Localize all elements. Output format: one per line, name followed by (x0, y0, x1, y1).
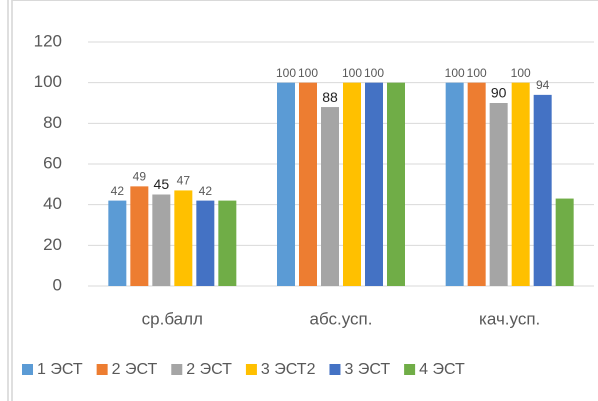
data-label: 100 (298, 66, 318, 80)
data-label: 100 (276, 66, 296, 80)
data-label: 100 (364, 66, 384, 80)
x-tick-label: кач.усп. (479, 309, 540, 328)
bar (365, 82, 383, 287)
bar (218, 200, 237, 286)
data-label: 100 (445, 66, 465, 80)
legend-label: 3 ЭСТ2 (261, 361, 316, 378)
data-label: 42 (199, 184, 213, 198)
bar (130, 186, 149, 286)
data-label: 100 (511, 66, 531, 80)
bar (489, 103, 508, 286)
y-tick-label: 120 (34, 31, 62, 50)
legend-label: 3 ЭСТ (344, 361, 390, 378)
y-tick-label: 20 (43, 235, 62, 254)
data-label: 90 (491, 85, 507, 101)
legend-swatch (22, 364, 33, 375)
bar (343, 82, 361, 287)
data-label: 47 (177, 174, 191, 188)
data-label: 88 (322, 89, 338, 105)
bar (533, 94, 552, 286)
bar (445, 82, 464, 287)
bar (387, 82, 405, 287)
legend-label: 2 ЭСТ (186, 361, 232, 378)
x-tick-label: ср.балл (142, 309, 203, 328)
legend-label: 2 ЭСТ (112, 361, 158, 378)
bar (299, 82, 317, 287)
bar (108, 200, 127, 286)
data-label: 49 (133, 170, 147, 184)
bar (277, 82, 295, 287)
bar (467, 82, 486, 287)
legend-label: 1 ЭСТ (37, 361, 83, 378)
y-tick-label: 80 (43, 113, 62, 132)
x-tick-label: абс.усп. (310, 309, 373, 328)
data-label: 94 (536, 78, 550, 92)
bar (511, 82, 530, 287)
bar (152, 194, 171, 286)
bar (321, 107, 339, 286)
y-tick-label: 40 (43, 194, 62, 213)
data-label: 45 (154, 176, 170, 192)
y-tick-label: 60 (43, 153, 62, 172)
y-tick-label: 100 (34, 72, 62, 91)
bar (555, 198, 574, 286)
data-label: 100 (342, 66, 362, 80)
data-label: 42 (111, 184, 125, 198)
data-label: 100 (467, 66, 487, 80)
legend-swatch (96, 364, 108, 375)
legend-swatch (245, 364, 257, 375)
legend-swatch (171, 364, 183, 375)
bar (174, 190, 193, 286)
bar (196, 200, 215, 286)
legend-swatch (329, 364, 341, 375)
y-tick-label: 0 (53, 275, 62, 294)
legend-swatch (404, 364, 416, 375)
legend-label: 4 ЭСТ (419, 361, 465, 378)
